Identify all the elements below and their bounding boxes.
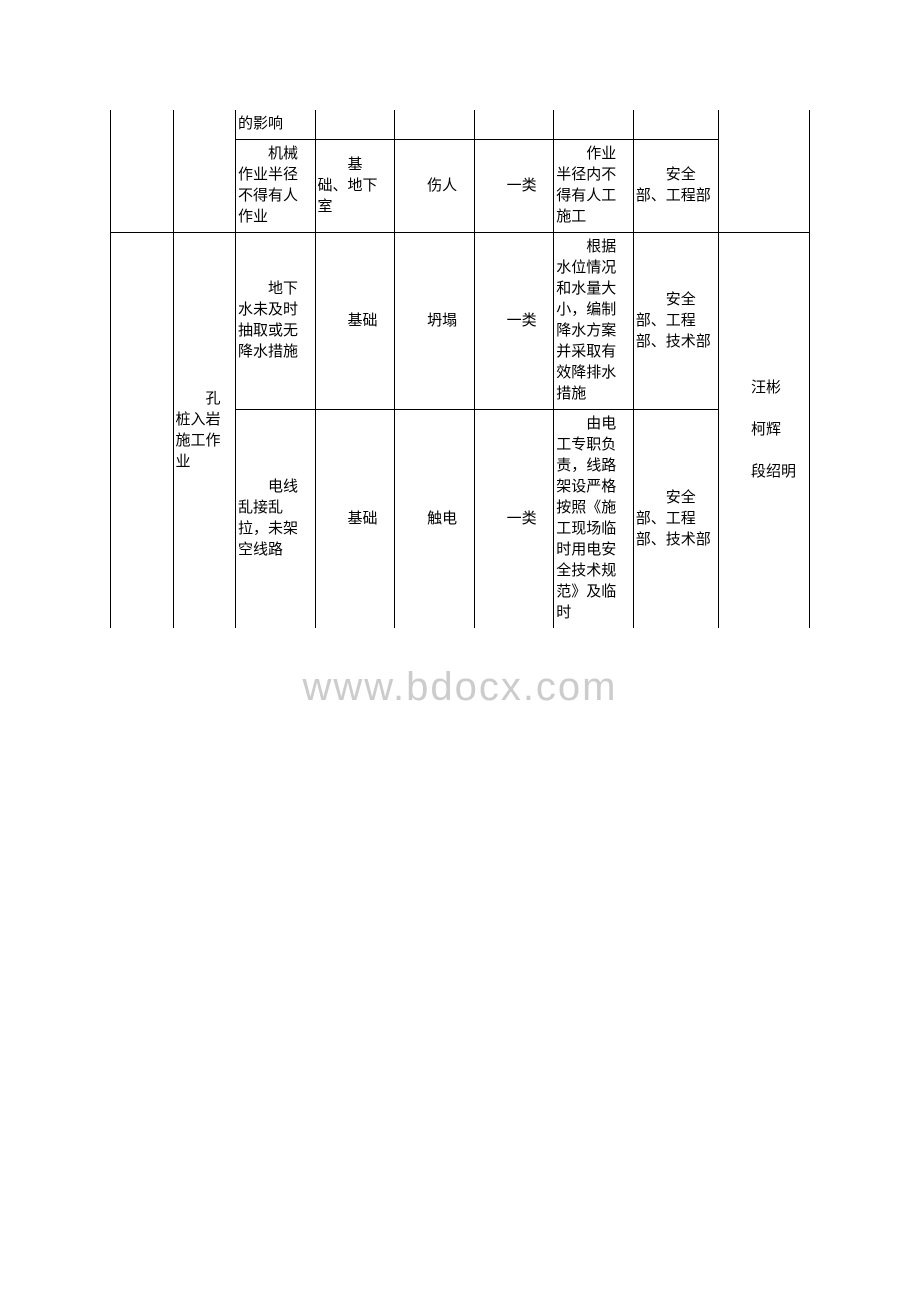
cell-content: 的影响 [236,110,316,140]
table-row: 孔桩入岩施工作业 地下水未及时抽取或无降水措施 基础 坍塌 一类 根据水位情况和… [111,233,810,410]
cell-content: 由电工专职负责，线路架设严格按照《施工现场临时用电安全技术规范》及临时 [554,410,634,629]
cell-empty [315,110,395,140]
cell-content: 根据水位情况和水量大小，编制降水方案并采取有效降排水措施 [554,233,634,410]
cell-content: 基础、地下室 [315,140,395,233]
cell-empty [173,110,236,233]
table-row: 的影响 [111,110,810,140]
cell-content: 作业半径内不得有人工施工 [554,140,634,233]
cell-empty [474,110,554,140]
cell-content: 基础 [315,410,395,629]
cell-content: 一类 [474,140,554,233]
cell-empty [111,233,174,629]
cell-content: 地下水未及时抽取或无降水措施 [236,233,316,410]
cell-content: 电线乱接乱拉，未架空线路 [236,410,316,629]
cell-content: 汪彬 柯辉 段绍明 [718,233,809,629]
cell-content: 触电 [395,410,475,629]
cell-empty [111,110,174,233]
cell-content: 坍塌 [395,233,475,410]
cell-content: 一类 [474,233,554,410]
cell-content: 机械作业半径不得有人作业 [236,140,316,233]
cell-content: 一类 [474,410,554,629]
person-name: 汪彬 [721,380,781,396]
person-name: 段绍明 [721,464,796,480]
cell-empty [395,110,475,140]
person-name: 柯辉 [721,422,781,438]
cell-content: 伤人 [395,140,475,233]
cell-content: 安全部、工程部 [633,140,718,233]
watermark-text: www.bdocx.com [303,665,618,710]
cell-content: 安全部、工程部、技术部 [633,410,718,629]
cell-empty [554,110,634,140]
cell-content: 基础 [315,233,395,410]
main-table: 的影响 机械作业半径不得有人作业 基础、地下室 伤人 一类 作业半径内不得有人工… [110,110,810,628]
cell-content: 安全部、工程部、技术部 [633,233,718,410]
cell-empty [633,110,718,140]
table-container: www.bdocx.com 的影响 机械作业半径不得有人作业 基础、地下室 伤人… [110,110,810,628]
cell-empty [718,110,809,233]
cell-content: 孔桩入岩施工作业 [173,233,236,629]
